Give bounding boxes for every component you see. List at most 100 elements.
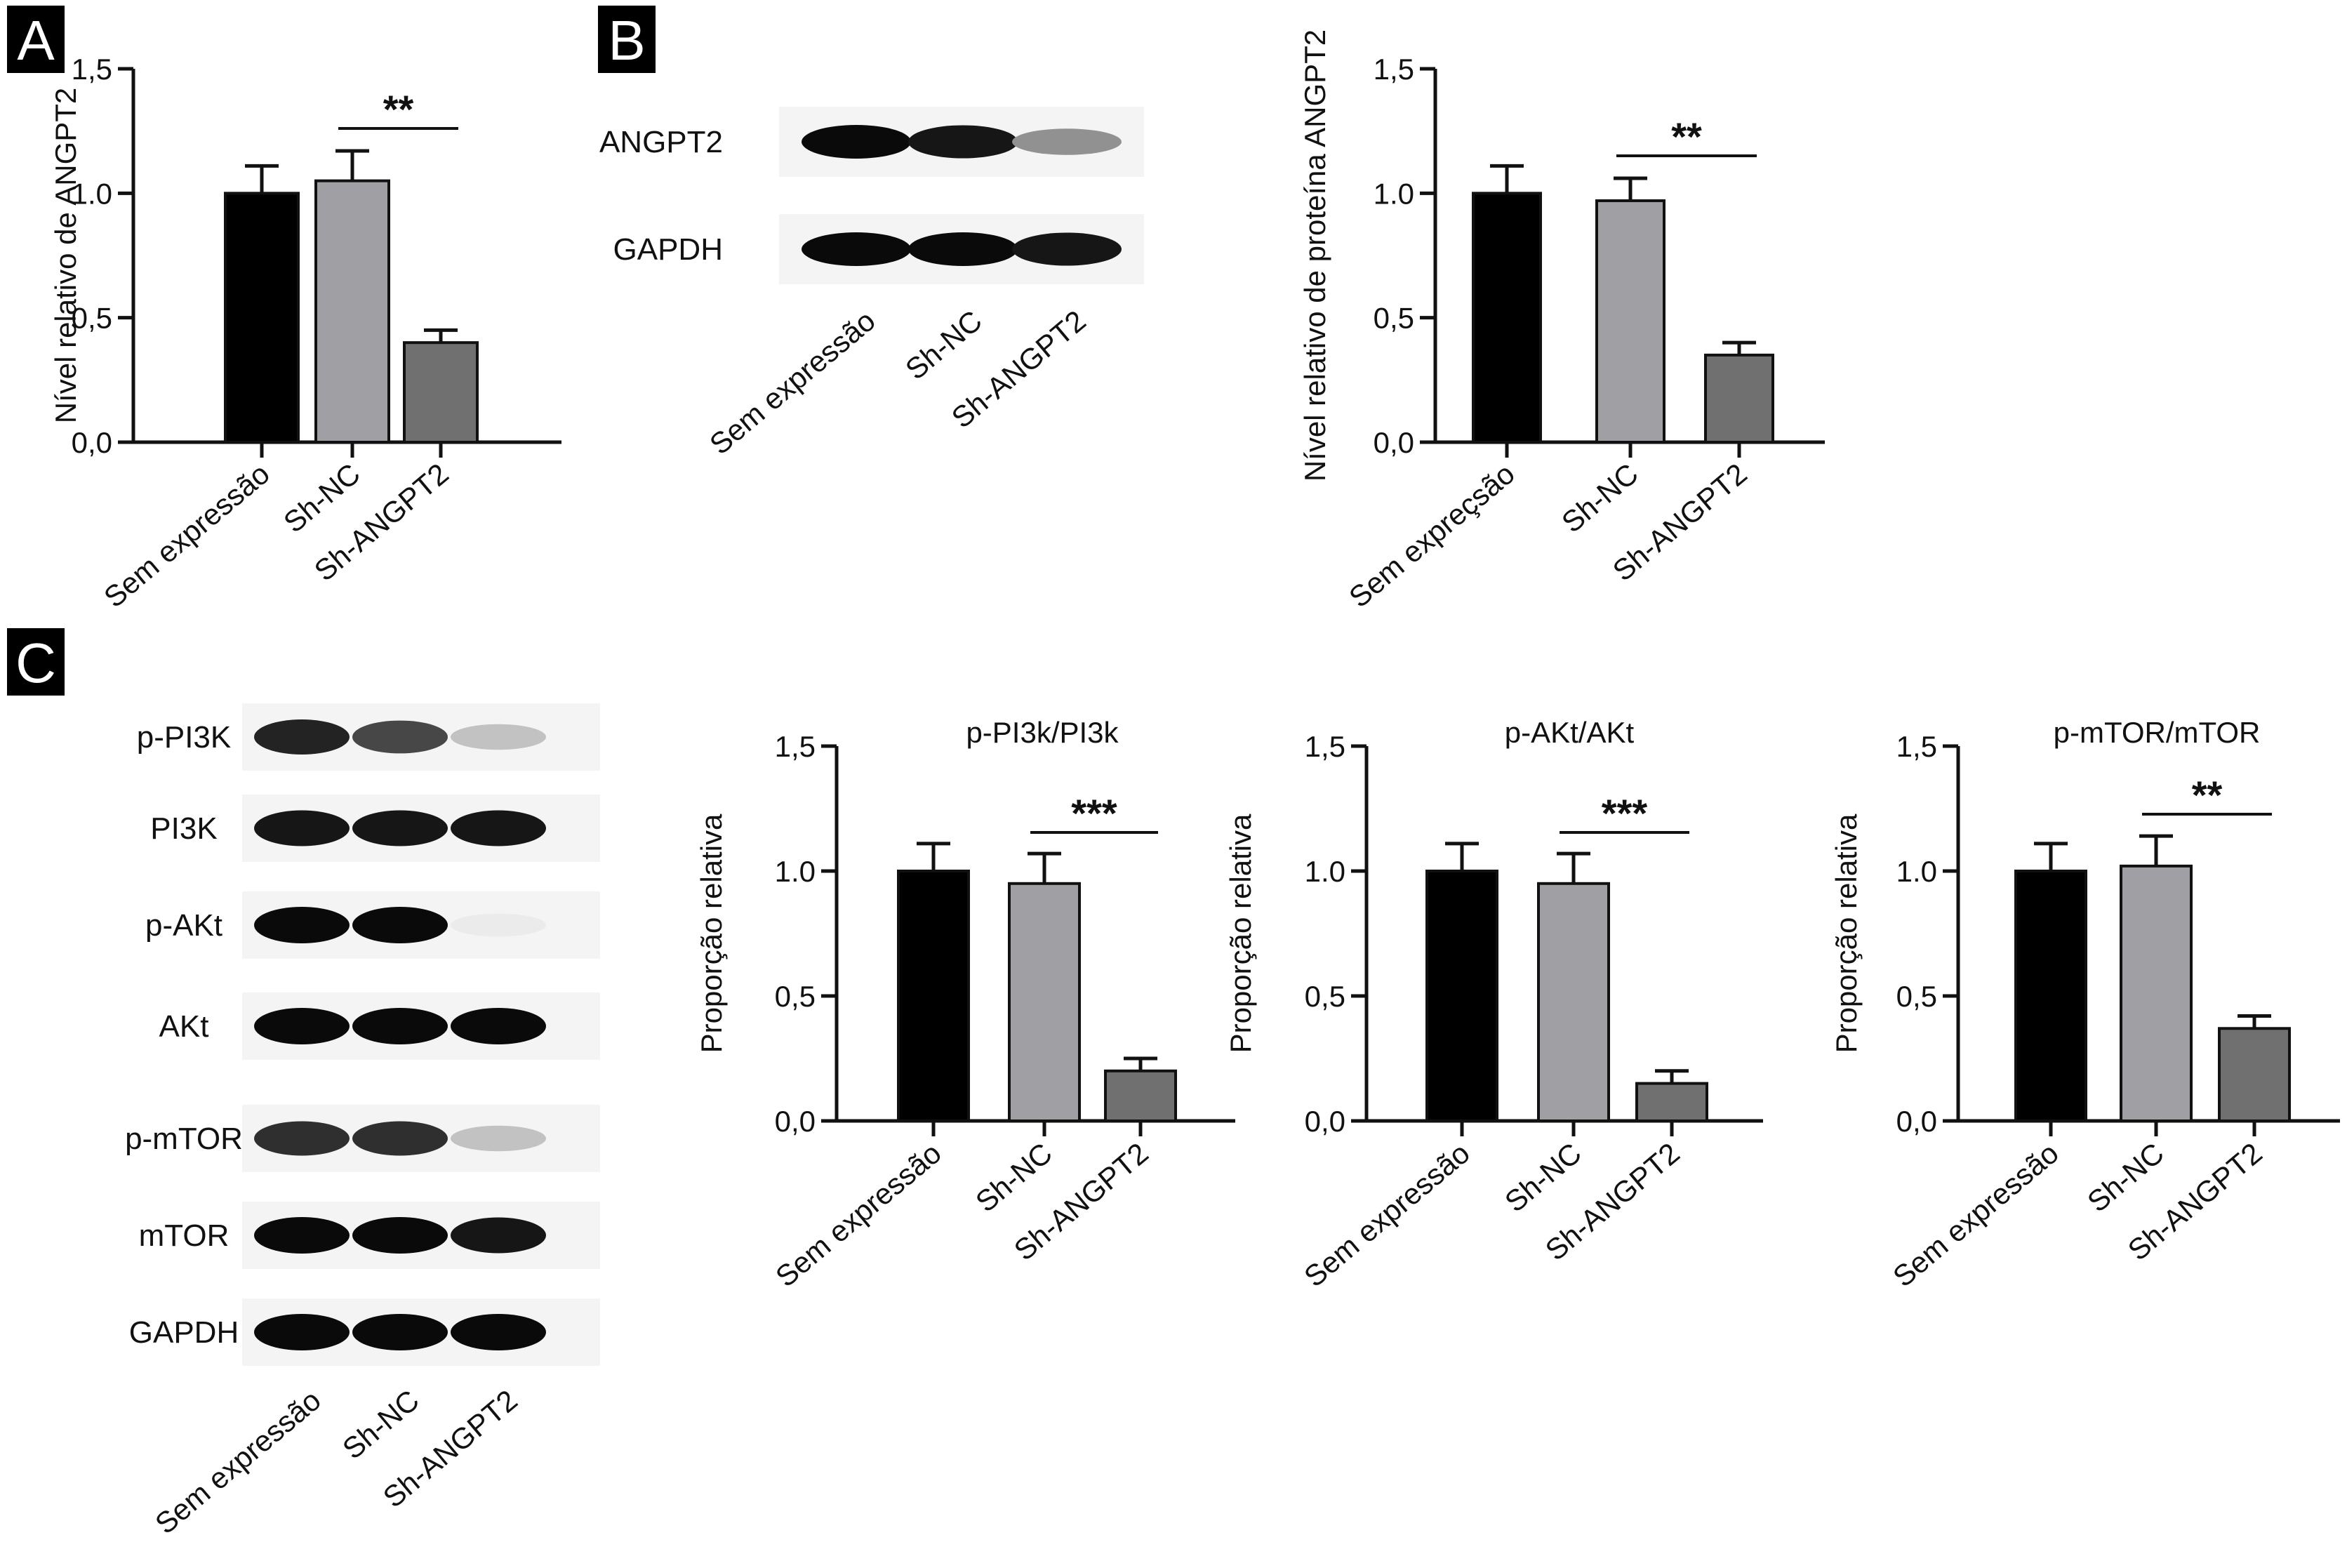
y-axis-title: Proporção relativa [695,813,728,1053]
y-tick-label: 1,5 [775,730,816,763]
bar-sem-express-o [2014,870,2087,1122]
x-tick-label: Sem expressão [769,1136,948,1294]
bar-chart-p-akt: 0,0 0,5 1.0 1,5 Proporção relativa p-AKt/AKt S… [1224,716,1763,1293]
bar-chart-p-pi3k: 0,0 0,5 1.0 1,5 Proporção relativa p-PI3k/PI3… [695,716,1235,1293]
blot-band-pi3k-sem-express-o [254,810,350,846]
y-tick-label: 1.0 [1305,855,1345,888]
panel-letter-b: B [608,9,645,72]
blot-band-p-mtor-sh-angpt2 [451,1125,546,1152]
blot-lane-label: Sh-NC [899,304,988,386]
bar-sem-express-o [1472,192,1542,444]
blot-label-mtor: mTOR [139,1218,230,1253]
blot-band-gapdh-sem-express-o [802,232,911,266]
y-axis-title: Nível relativo de ANGPT2 [49,88,82,424]
x-tick-label: Sh-NC [1498,1136,1588,1218]
blot-band-akt-sem-express-o [254,1008,350,1044]
blot-band-pi3k-sh-angpt2 [451,810,546,846]
bar-sh-nc [1537,882,1610,1123]
blot-band-gapdh-sh-nc [908,232,1018,266]
blot-label-akt: AKt [159,1009,209,1044]
blot-label-pi3k: PI3K [150,811,217,846]
y-axis-title: Proporção relativa [1224,813,1257,1053]
blot-band-p-akt-sh-angpt2 [451,913,546,937]
blot-band-gapdh-sh-nc [352,1314,448,1350]
blot-band-akt-sh-nc [352,1008,448,1044]
blot-label-p-pi3k: p-PI3K [137,720,232,755]
bar-sh-angpt2 [1635,1082,1708,1122]
blot-band-p-mtor-sem-express-o [254,1121,350,1156]
bar-sem-express-o [897,870,970,1122]
y-tick-label: 0,0 [775,1105,816,1138]
blot-band-mtor-sh-nc [352,1217,448,1254]
blot-label-gapdh: GAPDH [613,232,723,267]
bar-sh-angpt2 [403,341,479,444]
blot-band-mtor-sh-angpt2 [451,1217,546,1254]
bar-sem-express-o [1425,870,1498,1122]
x-tick-label: Sh-NC [969,1136,1058,1218]
bar-sh-nc [2120,864,2193,1122]
y-tick-label: 1,5 [1896,730,1937,763]
y-tick-label: 1.0 [775,855,816,888]
y-tick-label: 0,5 [1374,302,1414,335]
y-tick-label: 1.0 [1374,177,1414,210]
blot-band-pi3k-sh-nc [352,810,448,846]
significance-marker: ** [1671,114,1702,159]
x-tick-label: Sem expressão [1298,1136,1476,1294]
y-tick-label: 0,5 [775,980,816,1013]
y-tick-label: 0,5 [72,302,112,335]
bar-sh-angpt2 [1704,353,1774,444]
y-tick-label: 1,5 [1305,730,1345,763]
significance-marker: ** [383,87,414,131]
x-tick-label: Sem expreçsão [1343,457,1521,614]
blot-band-angpt2-sh-angpt2 [1012,128,1122,155]
x-tick-label: Sh-NC [1555,457,1644,539]
blot-band-p-pi3k-sem-express-o [254,719,350,755]
bar-chart-p-mtor: 0,0 0,5 1.0 1,5 Proporção relativa p-mTOR/mTO… [1830,716,2340,1293]
significance-marker: ** [2192,773,2223,817]
blot-band-gapdh-sh-angpt2 [451,1314,546,1350]
bar-sh-nc [1008,882,1081,1123]
panel-label-a: A [7,6,65,73]
y-tick-label: 1.0 [72,177,112,210]
y-tick-label: 1.0 [1896,855,1937,888]
blot-lane-label: Sem expressão [149,1383,327,1541]
panel-letter-a: A [17,9,55,72]
blot-band-p-akt-sem-express-o [254,907,350,943]
blot-band-akt-sh-angpt2 [451,1008,546,1044]
blot-band-gapdh-sem-express-o [254,1314,350,1350]
panel-letter-c: C [15,632,56,694]
blot-band-p-mtor-sh-nc [352,1121,448,1156]
blot-lane-label: Sh-NC [336,1383,425,1466]
panel-label-c: C [7,628,65,696]
bar-sh-angpt2 [2218,1027,2291,1123]
blot-band-p-pi3k-sh-nc [352,720,448,754]
blot-label-p-mtor: p-mTOR [125,1122,243,1156]
bar-sh-nc [314,179,390,444]
y-tick-label: 1,5 [1374,53,1414,86]
blot-label-p-akt: p-AKt [145,908,222,943]
bar-sem-express-o [224,192,300,444]
blot-band-p-akt-sh-nc [352,907,448,943]
y-tick-label: 0,0 [1305,1105,1345,1138]
y-tick-label: 0,5 [1305,980,1345,1013]
bar-sh-angpt2 [1104,1069,1177,1123]
significance-marker: *** [1071,791,1117,835]
blot-label-gapdh: GAPDH [129,1315,239,1350]
chart-title: p-AKt/AKt [1505,716,1635,749]
western-blot-c: p-PI3K PI3K p-AKt AKt p-mTOR mTOR GAPDH Sem exp… [125,703,600,1540]
bar-chart-b: 0,0 0,5 1.0 1,5 Nível relativo de proteína A… [1298,29,1825,614]
y-tick-label: 0,0 [1374,426,1414,459]
blot-band-angpt2-sh-nc [908,125,1018,159]
y-axis-title: Nível relativo de proteína ANGPT2 [1298,29,1331,481]
blot-band-mtor-sem-express-o [254,1217,350,1254]
y-tick-label: 0,0 [72,426,112,459]
y-tick-label: 0,0 [1896,1105,1937,1138]
blot-band-angpt2-sem-express-o [802,125,911,159]
y-tick-label: 0,5 [1896,980,1937,1013]
blot-lane-label: Sem expressão [703,304,882,461]
x-tick-label: Sh-NC [2081,1136,2170,1218]
chart-title: p-PI3k/PI3k [966,716,1119,749]
